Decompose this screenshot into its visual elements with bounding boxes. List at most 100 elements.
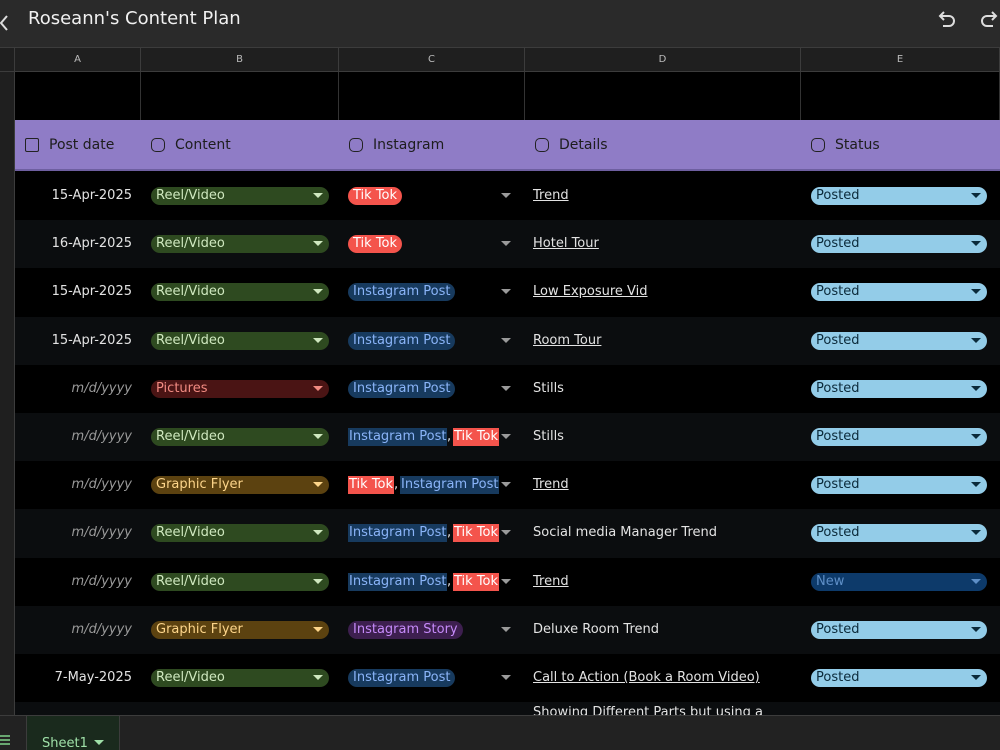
post-date: m/d/yyyy	[71, 429, 132, 444]
instagram-chip[interactable]: Instagram Post	[348, 331, 456, 350]
instagram-chip[interactable]: Tik Tok	[453, 524, 500, 543]
details: Social media Manager Trend	[533, 525, 717, 541]
dropdown-arrow[interactable]	[501, 241, 511, 247]
sheet-tab-arrow	[94, 740, 104, 745]
chip-separator: ,	[447, 525, 452, 541]
dropdown-arrow	[971, 675, 981, 680]
instagram-chip[interactable]: Instagram Story	[348, 620, 463, 639]
sheet-tab[interactable]	[26, 716, 120, 750]
instagram-chip[interactable]: Instagram Post	[348, 572, 448, 591]
instagram-chip[interactable]: Tik Tok	[453, 428, 500, 446]
instagram-chip[interactable]: Instagram Post	[400, 476, 500, 495]
content-chip[interactable]: Reel/Video	[151, 331, 329, 350]
instagram-chip[interactable]: Tik Tok	[348, 476, 395, 495]
dropdown-arrow	[313, 289, 323, 295]
status-chip[interactable]: Posted	[811, 524, 987, 543]
status-chip[interactable]: Posted	[811, 379, 987, 398]
header-icon	[25, 138, 39, 152]
empty-cell	[801, 72, 1000, 120]
content-chip[interactable]: Graphic Flyer	[151, 620, 329, 639]
content-chip[interactable]: Reel/Video	[151, 669, 329, 687]
instagram-chip[interactable]: Instagram Post	[348, 379, 456, 398]
instagram-chip[interactable]: Instagram Post	[348, 524, 448, 543]
content-chip[interactable]: Reel/Video	[151, 428, 329, 446]
instagram-chip[interactable]: Instagram Post	[348, 283, 456, 302]
content-chip[interactable]: Graphic Flyer	[151, 476, 329, 495]
instagram-chip[interactable]: Tik Tok	[348, 187, 403, 205]
status-chip[interactable]: Posted	[811, 428, 987, 446]
post-date: m/d/yyyy	[71, 380, 132, 396]
dropdown-arrow	[971, 337, 981, 343]
details[interactable]: Trend	[533, 573, 569, 589]
status-chip[interactable]: New	[811, 572, 987, 591]
instagram-chip[interactable]: Instagram Post	[348, 669, 456, 687]
dropdown-arrow	[313, 530, 323, 536]
details[interactable]: Call to Action (Book a Room Video)	[533, 670, 760, 685]
instagram-chip[interactable]: Tik Tok	[348, 235, 403, 254]
sheets-menu[interactable]	[0, 734, 10, 746]
instagram-chip[interactable]: Tik Tok	[453, 572, 500, 591]
dropdown-arrow[interactable]	[501, 626, 511, 633]
dropdown-arrow	[313, 337, 323, 343]
corner	[0, 48, 15, 72]
dropdown-arrow[interactable]	[501, 530, 511, 536]
details[interactable]: Low Exposure Vid	[533, 284, 648, 300]
doc-title: Roseann's Content Plan	[28, 8, 241, 29]
dropdown-arrow[interactable]	[501, 675, 511, 681]
content-chip[interactable]: Reel/Video	[151, 187, 329, 205]
content-chip[interactable]: Reel/Video	[151, 283, 329, 302]
dropdown-arrow[interactable]	[501, 434, 511, 440]
dropdown-arrow[interactable]	[501, 385, 511, 392]
column-letter: B	[141, 48, 339, 72]
status-chip[interactable]: Posted	[811, 620, 987, 639]
dropdown-arrow[interactable]	[501, 482, 511, 488]
post-date: 15-Apr-2025	[51, 284, 132, 300]
column-letter: C	[339, 48, 525, 72]
dropdown-arrow[interactable]	[501, 289, 511, 295]
details: Stills	[533, 429, 564, 444]
column-letter: A	[15, 48, 141, 72]
redo-button[interactable]	[978, 8, 1000, 32]
status-chip[interactable]: Posted	[811, 669, 987, 687]
content-chip[interactable]: Reel/Video	[151, 235, 329, 254]
post-date: 15-Apr-2025	[51, 332, 132, 348]
dropdown-arrow[interactable]	[501, 337, 511, 344]
column-letter: D	[525, 48, 801, 72]
back-button[interactable]	[0, 12, 10, 34]
content-chip[interactable]: Reel/Video	[151, 524, 329, 543]
status-chip[interactable]: Posted	[811, 235, 987, 254]
details[interactable]: Trend	[533, 188, 569, 203]
status-chip[interactable]: Posted	[811, 187, 987, 205]
post-date: m/d/yyyy	[71, 621, 132, 637]
dropdown-arrow[interactable]	[501, 193, 511, 199]
header-icon	[151, 138, 165, 152]
status-chip[interactable]: Posted	[811, 331, 987, 350]
dropdown-arrow	[971, 578, 981, 584]
chip-separator: ,	[447, 573, 452, 589]
instagram-chip[interactable]: Instagram Post	[348, 428, 448, 446]
status-chip[interactable]: Posted	[811, 283, 987, 302]
bottom-bar	[0, 715, 1000, 750]
content-chip[interactable]: Reel/Video	[151, 572, 329, 591]
details[interactable]: Room Tour	[533, 332, 602, 348]
header-icon	[811, 138, 825, 152]
dropdown-arrow	[313, 675, 323, 680]
chip-separator: ,	[394, 477, 399, 493]
details[interactable]: Hotel Tour	[533, 236, 599, 252]
dropdown-arrow	[971, 385, 981, 391]
undo-button[interactable]	[934, 8, 958, 32]
sheet-tab-label: Sheet1	[42, 736, 88, 750]
details[interactable]: Trend	[533, 477, 569, 493]
empty-cell	[141, 72, 339, 120]
top-bar	[0, 0, 1000, 48]
dropdown-arrow	[971, 193, 981, 198]
empty-cell	[525, 72, 801, 120]
dropdown-arrow	[971, 434, 981, 439]
header-icon	[349, 138, 363, 152]
content-chip[interactable]: Pictures	[151, 379, 329, 398]
chip-separator: ,	[447, 429, 452, 444]
dropdown-arrow	[313, 241, 323, 247]
status-chip[interactable]: Posted	[811, 476, 987, 495]
dropdown-arrow[interactable]	[501, 578, 511, 585]
dropdown-arrow	[971, 241, 981, 247]
